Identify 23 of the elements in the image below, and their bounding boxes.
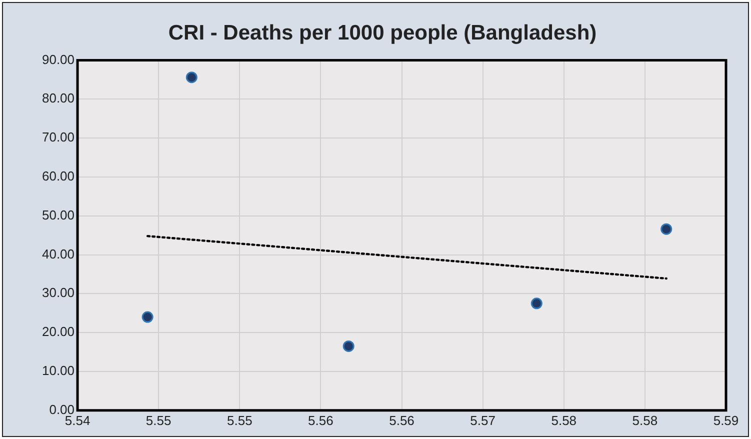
point [530,298,542,310]
x-tick-label: 5.55 [146,412,172,428]
chart-title: CRI - Deaths per 1000 people (Bangladesh) [168,21,597,44]
y-tick-label: 40.00 [42,246,75,262]
x-tick-label: 5.55 [226,412,252,428]
x-tick-label: 5.56 [308,412,334,428]
y-tick-label: 90.00 [42,52,75,67]
y-tick-label: 70.00 [42,130,75,145]
y-tick-label: 80.00 [42,90,75,106]
point [342,340,354,352]
x-tick-label: 5.59 [713,412,739,428]
point [660,223,672,235]
x-tick-label: 5.58 [632,412,658,428]
point [142,311,154,323]
y-tick-label: 10.00 [42,363,75,378]
y-tick-label: 30.00 [42,285,75,300]
x-tick-label: 5.58 [551,412,577,428]
x-tick-label: 5.56 [389,412,414,428]
y-tick-label: 20.00 [42,324,75,340]
y-tick-label: 60.00 [42,168,75,184]
x-tick-label: 5.57 [470,412,496,428]
point [186,72,198,84]
y-tick-label: 50.00 [42,207,75,222]
